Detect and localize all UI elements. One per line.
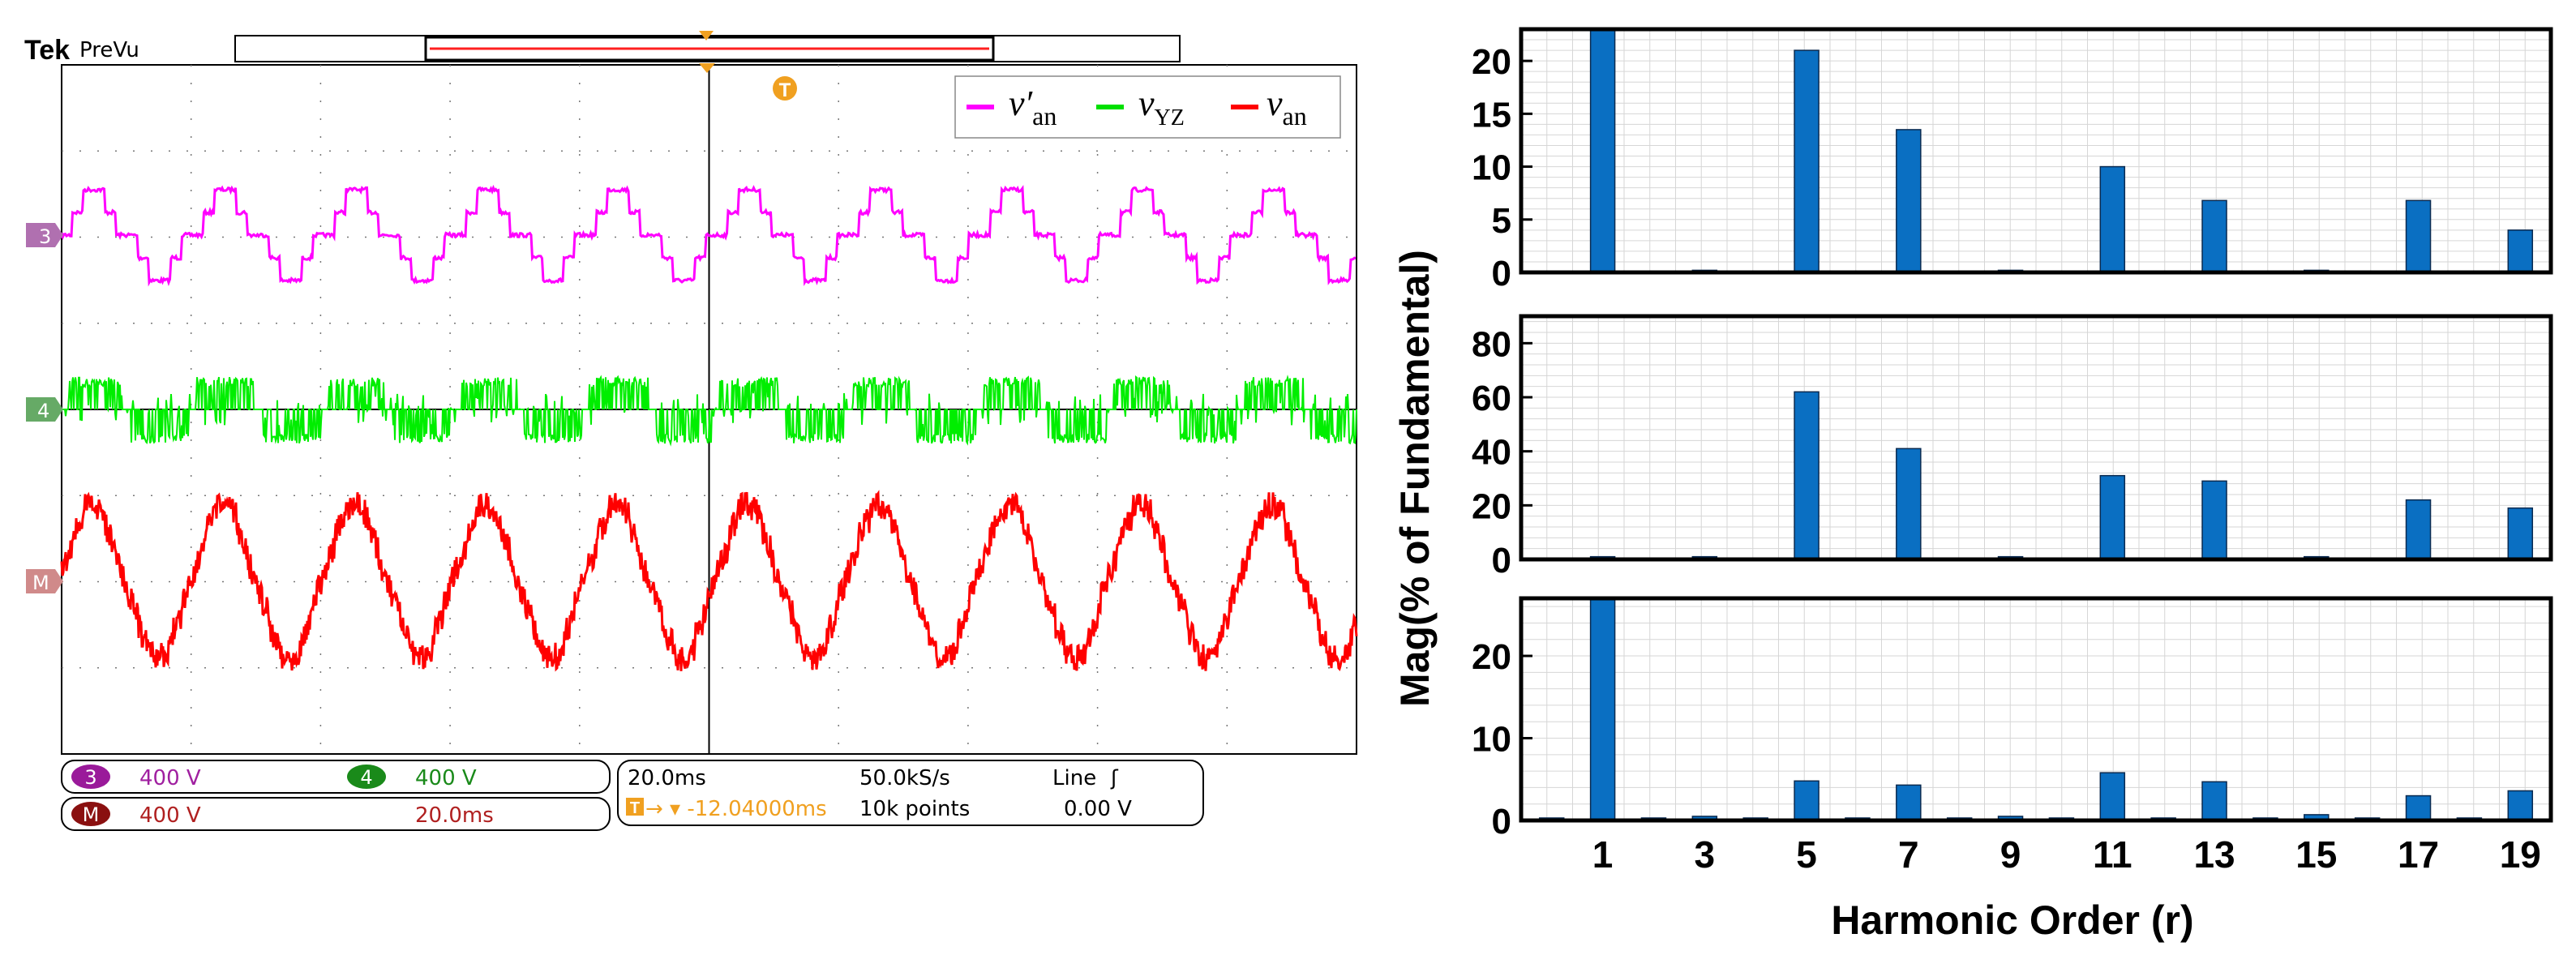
bar-h11	[2099, 165, 2126, 273]
time-scale: 20.0ms	[628, 766, 706, 790]
bar-h13	[2201, 781, 2227, 821]
trigger-position-marker[interactable]	[699, 63, 715, 73]
ch4-trace	[62, 375, 1357, 447]
trigger-level: 0.00 V	[1064, 797, 1132, 821]
bar-h17	[2405, 499, 2432, 560]
trace-legend: v′an vYZ van	[954, 75, 1341, 139]
ch3-level-marker[interactable]: 3	[26, 223, 63, 248]
record-length: 10k points	[859, 797, 970, 821]
ch4-scale: 400 V	[415, 766, 477, 790]
trigger-icon[interactable]: T	[773, 76, 797, 101]
ch3-trace	[60, 184, 1357, 287]
y-tick-label: 80	[1472, 324, 1511, 364]
x-tick-label: 7	[1898, 833, 1919, 876]
x-tick-label: 15	[2295, 833, 2337, 876]
y-tick-label: 0	[1492, 254, 1511, 293]
y-tick-label: 10	[1472, 720, 1511, 760]
y-tick-label: 5	[1492, 201, 1511, 241]
y-tick-label: 10	[1472, 148, 1511, 188]
trigger-source: Line	[1052, 766, 1096, 790]
x-axis-label: Harmonic Order (r)	[1831, 897, 2193, 943]
record-overview[interactable]	[234, 31, 1181, 62]
bar-h19	[2507, 229, 2534, 273]
svg-text:M: M	[32, 572, 49, 594]
x-tick-labels: 1 3 5 7 9 11 13 15 17 19	[1592, 833, 2541, 876]
y-tick-label: 20	[1472, 637, 1511, 677]
bar-h17	[2405, 795, 2432, 821]
svg-text:M: M	[83, 803, 100, 826]
svg-text:3: 3	[84, 766, 96, 789]
bar-h5	[1794, 780, 1819, 821]
bar-h19	[2507, 790, 2534, 821]
x-tick-label: 19	[2500, 833, 2541, 876]
x-tick-label: 5	[1796, 833, 1817, 876]
y-tick-label: 15	[1472, 95, 1511, 135]
svg-text:4: 4	[37, 400, 49, 422]
x-tick-label: 17	[2398, 833, 2439, 876]
legend-van: van	[1267, 84, 1307, 131]
bar-h7	[1896, 784, 1922, 821]
sample-rate: 50.0kS/s	[859, 766, 950, 790]
y-tick-label: 60	[1472, 379, 1511, 418]
bar-h5	[1794, 391, 1819, 560]
ch3-ch4-readout[interactable]: 3 400 V 4 400 V	[61, 760, 611, 794]
y-tick-label: 0	[1492, 541, 1511, 580]
trigger-slope-icon: ʃ	[1110, 766, 1119, 790]
bar-h19	[2507, 507, 2534, 560]
bar-h5	[1794, 49, 1819, 273]
horizontal-readout[interactable]: 20.0ms 50.0kS/s Line ʃ T → ▾ -12.04000ms…	[617, 760, 1204, 826]
bar-h13	[2201, 199, 2227, 273]
harmonic-chart-2: 0 20 40 60 80	[1472, 314, 2553, 580]
bar-h7	[1896, 448, 1922, 560]
x-tick-label: 9	[2000, 833, 2021, 876]
chart-frame	[1519, 314, 2553, 562]
legend-vyz: vYZ	[1138, 84, 1185, 131]
trigger-t-icon: T	[630, 799, 640, 817]
harmonic-chart-1: 0 5 10 15 20	[1472, 27, 2553, 293]
math-level-marker[interactable]: M	[26, 569, 63, 594]
svg-text:T: T	[779, 79, 791, 101]
y-tick-label: 20	[1472, 42, 1511, 82]
bar-h11	[2099, 772, 2126, 821]
legend-vprime-an: v′an	[1009, 84, 1057, 131]
x-tick-label: 11	[2093, 833, 2132, 876]
svg-text:4: 4	[360, 766, 372, 789]
brand-label: Tek	[24, 35, 70, 66]
bar-h1	[1589, 598, 1616, 821]
math-readout[interactable]: M 400 V 20.0ms	[61, 797, 611, 831]
oscilloscope-panel: Tek PreVu T 3 4	[24, 31, 1358, 831]
y-axis-label: Mag(% of Fundamental)	[1392, 250, 1438, 707]
bar-h1	[1589, 28, 1616, 273]
harmonic-chart-3: 0 10 20	[1472, 596, 2553, 842]
bar-h11	[2099, 474, 2126, 560]
y-tick-label: 40	[1472, 433, 1511, 473]
x-tick-label: 1	[1592, 833, 1614, 876]
mode-label: PreVu	[79, 38, 139, 62]
y-tick-label: 20	[1472, 486, 1511, 526]
svg-text:3: 3	[39, 225, 51, 248]
math-timebase: 20.0ms	[415, 803, 494, 828]
bar-h13	[2201, 480, 2227, 560]
ch3-scale: 400 V	[139, 766, 201, 790]
y-tick-label: 0	[1492, 802, 1511, 842]
math-scale: 400 V	[139, 803, 201, 828]
x-tick-label: 13	[2193, 833, 2235, 876]
chart-frame	[1519, 27, 2553, 275]
ch4-level-marker[interactable]: 4	[26, 397, 63, 422]
x-tick-label: 3	[1695, 833, 1716, 876]
chart-frame	[1519, 596, 2553, 823]
math-trace	[60, 490, 1358, 672]
bar-h7	[1896, 129, 1922, 273]
horizontal-position: → ▾ -12.04000ms	[645, 797, 827, 821]
bar-h17	[2405, 199, 2432, 273]
